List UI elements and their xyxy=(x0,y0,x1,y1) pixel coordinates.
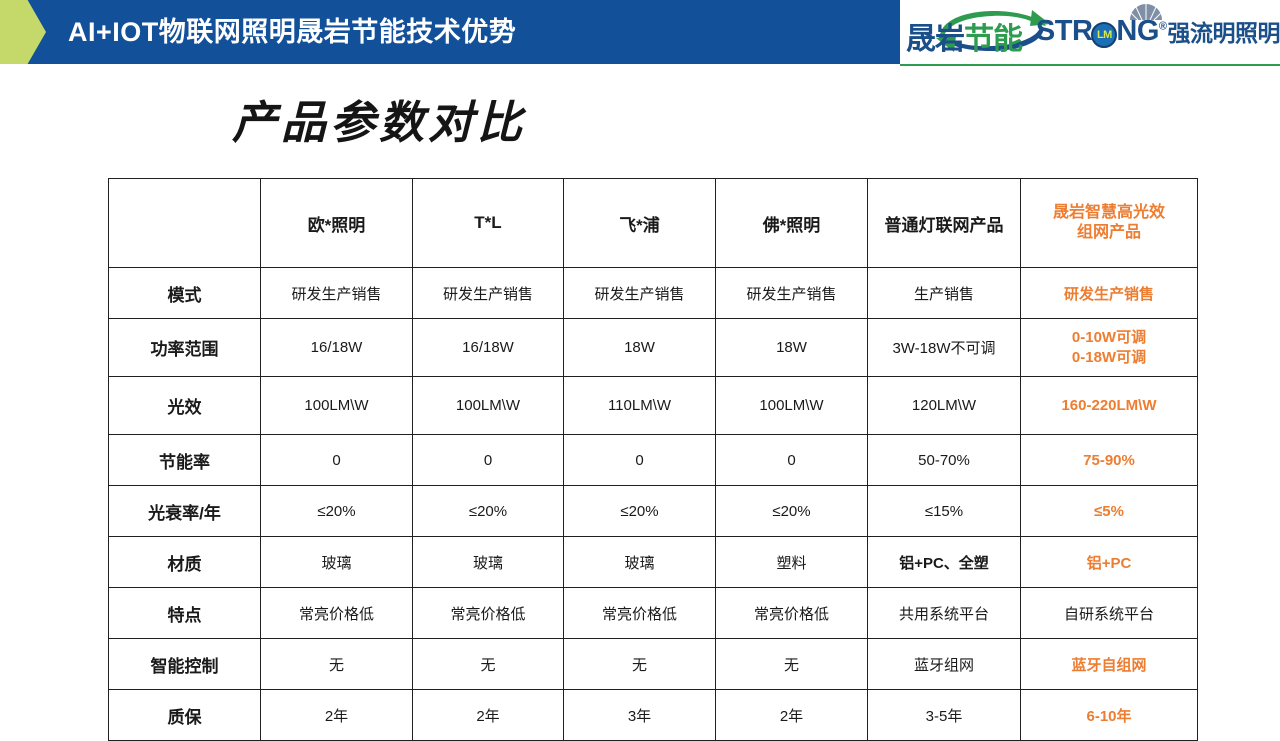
cell-highlight: 160-220LM\W xyxy=(1021,377,1198,435)
cell: 玻璃 xyxy=(564,537,716,588)
registered-mark: ® xyxy=(1159,20,1167,32)
header-title: AI+IOT物联网照明晟岩节能技术优势 xyxy=(68,0,516,64)
cell: 无 xyxy=(564,639,716,690)
cell-highlight: 蓝牙自组网 xyxy=(1021,639,1198,690)
table-row: 节能率 0 0 0 0 50-70% 75-90% xyxy=(109,435,1198,486)
row-label-smart-control: 智能控制 xyxy=(109,639,261,690)
header-cell-brand-1: 欧*照明 xyxy=(261,179,413,268)
cell: 3W-18W不可调 xyxy=(868,319,1021,377)
cell: 无 xyxy=(413,639,564,690)
cell: 3年 xyxy=(564,690,716,741)
row-label-material: 材质 xyxy=(109,537,261,588)
cell: ≤20% xyxy=(261,486,413,537)
cell: 研发生产销售 xyxy=(413,268,564,319)
header-shengyan-line2: 组网产品 xyxy=(1024,223,1194,243)
header-cell-generic-iot: 普通灯联网产品 xyxy=(868,179,1021,268)
cell: 常亮价格低 xyxy=(261,588,413,639)
cell: 玻璃 xyxy=(413,537,564,588)
header-cell-brand-2: T*L xyxy=(413,179,564,268)
cell-highlight: 75-90% xyxy=(1021,435,1198,486)
cell: 2年 xyxy=(261,690,413,741)
cell: 50-70% xyxy=(868,435,1021,486)
table-row: 功率范围 16/18W 16/18W 18W 18W 3W-18W不可调 0-1… xyxy=(109,319,1198,377)
header-shengyan-line1: 晟岩智慧高光效 xyxy=(1024,203,1194,223)
cell: 常亮价格低 xyxy=(413,588,564,639)
cell: 2年 xyxy=(716,690,868,741)
cell-highlight: 自研系统平台 xyxy=(1021,588,1198,639)
cell: 常亮价格低 xyxy=(564,588,716,639)
cell: 16/18W xyxy=(261,319,413,377)
cell-highlight-line1: 0-10W可调 xyxy=(1024,328,1194,348)
table-row: 光衰率/年 ≤20% ≤20% ≤20% ≤20% ≤15% ≤5% xyxy=(109,486,1198,537)
cell: 0 xyxy=(564,435,716,486)
cell: 120LM\W xyxy=(868,377,1021,435)
cell: 研发生产销售 xyxy=(564,268,716,319)
row-label-warranty: 质保 xyxy=(109,690,261,741)
header-cell-brand-4: 佛*照明 xyxy=(716,179,868,268)
cell: 共用系统平台 xyxy=(868,588,1021,639)
cell: 2年 xyxy=(413,690,564,741)
cell: 无 xyxy=(261,639,413,690)
cell: 常亮价格低 xyxy=(716,588,868,639)
page-header: AI+IOT物联网照明晟岩节能技术优势 晟岩节能 xyxy=(0,0,1280,64)
table-row: 智能控制 无 无 无 无 蓝牙组网 蓝牙自组网 xyxy=(109,639,1198,690)
cell-highlight-line2: 0-18W可调 xyxy=(1024,348,1194,368)
fan-arc-icon xyxy=(1128,2,1164,20)
cell: ≤15% xyxy=(868,486,1021,537)
cell-highlight: 铝+PC xyxy=(1021,537,1198,588)
cell: 0 xyxy=(716,435,868,486)
cell: 18W xyxy=(716,319,868,377)
table-row: 特点 常亮价格低 常亮价格低 常亮价格低 常亮价格低 共用系统平台 自研系统平台 xyxy=(109,588,1198,639)
header-cell-shengyan: 晟岩智慧高光效 组网产品 xyxy=(1021,179,1198,268)
cell: 100LM\W xyxy=(413,377,564,435)
cell: 100LM\W xyxy=(716,377,868,435)
table-row: 材质 玻璃 玻璃 玻璃 塑料 铝+PC、全塑 铝+PC xyxy=(109,537,1198,588)
cell: 3-5年 xyxy=(868,690,1021,741)
cell: 0 xyxy=(413,435,564,486)
table-row: 模式 研发生产销售 研发生产销售 研发生产销售 研发生产销售 生产销售 研发生产… xyxy=(109,268,1198,319)
row-label-lumen-depreciation: 光衰率/年 xyxy=(109,486,261,537)
cell: 100LM\W xyxy=(261,377,413,435)
cell: 研发生产销售 xyxy=(261,268,413,319)
cell: 18W xyxy=(564,319,716,377)
row-label-power-range: 功率范围 xyxy=(109,319,261,377)
table-row: 质保 2年 2年 3年 2年 3-5年 6-10年 xyxy=(109,690,1198,741)
cell: ≤20% xyxy=(413,486,564,537)
cell: 玻璃 xyxy=(261,537,413,588)
brand-tail-text: 强流明照明 xyxy=(1168,14,1280,48)
cell: 蓝牙组网 xyxy=(868,639,1021,690)
cell: 铝+PC、全塑 xyxy=(868,537,1021,588)
cell: 16/18W xyxy=(413,319,564,377)
cell: ≤20% xyxy=(564,486,716,537)
row-label-features: 特点 xyxy=(109,588,261,639)
table-header-row: 欧*照明 T*L 飞*浦 佛*照明 普通灯联网产品 晟岩智慧高光效 组网产品 xyxy=(109,179,1198,268)
cell: 110LM\W xyxy=(564,377,716,435)
cell: 研发生产销售 xyxy=(716,268,868,319)
cell: 无 xyxy=(716,639,868,690)
cell-highlight: 6-10年 xyxy=(1021,690,1198,741)
table-row: 光效 100LM\W 100LM\W 110LM\W 100LM\W 120LM… xyxy=(109,377,1198,435)
row-label-mode: 模式 xyxy=(109,268,261,319)
cell-highlight: ≤5% xyxy=(1021,486,1198,537)
cell: 0 xyxy=(261,435,413,486)
cell: 塑料 xyxy=(716,537,868,588)
header-cell-blank xyxy=(109,179,261,268)
brand-chinese-text: 晟岩节能 xyxy=(906,14,1062,58)
row-label-efficacy: 光效 xyxy=(109,377,261,435)
cell-highlight: 0-10W可调 0-18W可调 xyxy=(1021,319,1198,377)
page-title: 产品参数对比 xyxy=(232,86,526,151)
brand-chinese-mark: 晟岩节能 xyxy=(906,3,1032,59)
cell: 生产销售 xyxy=(868,268,1021,319)
row-label-energy-saving: 节能率 xyxy=(109,435,261,486)
header-cell-brand-3: 飞*浦 xyxy=(564,179,716,268)
cell-highlight: 研发生产销售 xyxy=(1021,268,1198,319)
comparison-table-container: 欧*照明 T*L 飞*浦 佛*照明 普通灯联网产品 晟岩智慧高光效 组网产品 模… xyxy=(108,178,1197,741)
lm-badge-icon: LM xyxy=(1091,22,1117,48)
cell: ≤20% xyxy=(716,486,868,537)
comparison-table: 欧*照明 T*L 飞*浦 佛*照明 普通灯联网产品 晟岩智慧高光效 组网产品 模… xyxy=(108,178,1198,741)
